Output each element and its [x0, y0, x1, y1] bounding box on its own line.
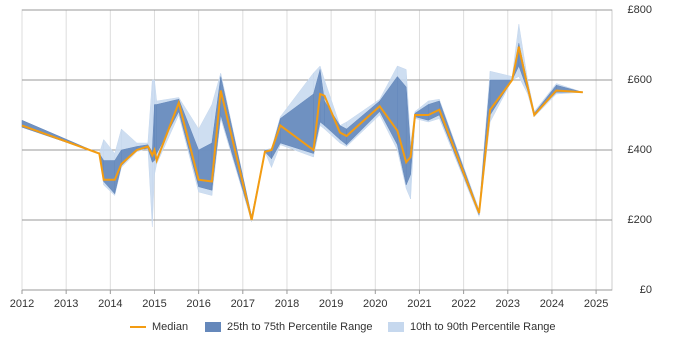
x-tick-label: 2025 [584, 298, 608, 310]
x-tick-label: 2022 [451, 298, 475, 310]
x-tick-label: 2013 [54, 298, 78, 310]
x-tick-label: 2016 [186, 298, 210, 310]
legend-swatch [388, 322, 404, 332]
y-tick-label: £600 [628, 74, 652, 86]
x-tick-label: 2023 [496, 298, 520, 310]
x-tick-label: 2018 [275, 298, 299, 310]
x-tick-label: 2012 [10, 298, 34, 310]
x-tick-label: 2015 [142, 298, 166, 310]
x-tick-label: 2017 [231, 298, 255, 310]
y-tick-label: £400 [628, 144, 652, 156]
legend-label: 10th to 90th Percentile Range [410, 321, 556, 333]
legend-label: 25th to 75th Percentile Range [227, 321, 373, 333]
x-tick-label: 2020 [363, 298, 387, 310]
legend-swatch [205, 322, 221, 332]
range-band [198, 142, 213, 191]
x-tick-label: 2014 [98, 298, 122, 310]
y-tick-label: £200 [628, 214, 652, 226]
x-tick-label: 2021 [407, 298, 431, 310]
range-band [489, 79, 513, 116]
legend-label: Median [152, 321, 188, 333]
x-tick-label: 2024 [540, 298, 564, 310]
y-tick-label: £800 [628, 4, 652, 16]
y-tick-label: £0 [640, 284, 652, 296]
x-tick-label: 2019 [319, 298, 343, 310]
median-line [21, 46, 583, 221]
